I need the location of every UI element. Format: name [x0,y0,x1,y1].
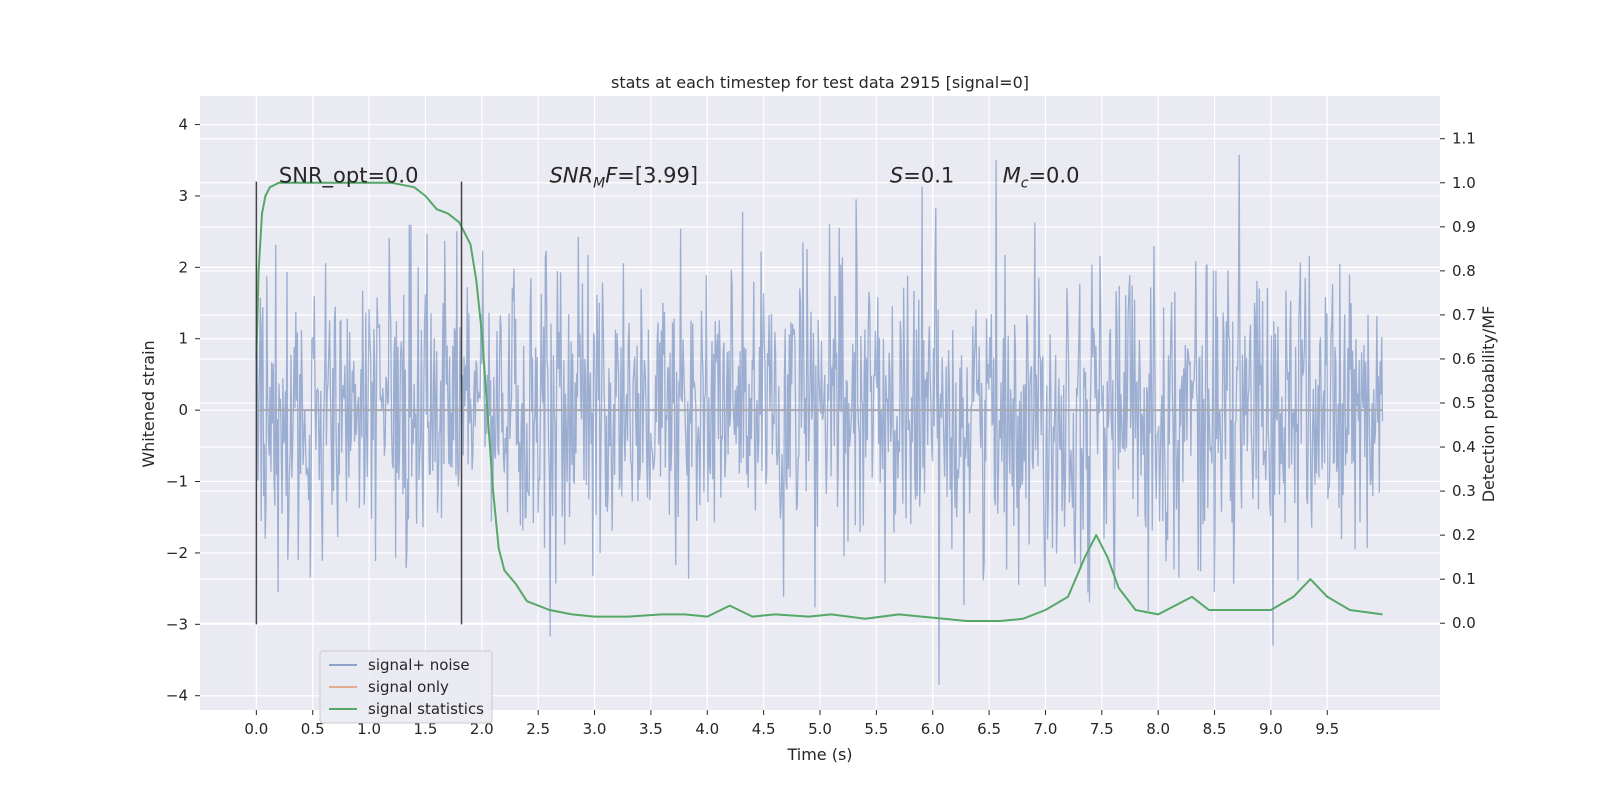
x-tick-label: 6.0 [921,720,945,738]
y2-tick-label: 0.8 [1452,262,1476,280]
y2-tick-label: 0.1 [1452,570,1476,588]
x-tick-label: 6.5 [977,720,1001,738]
tick-layer: 0.0 0.5 1.0 1.5 2.0 2.5 3.0 3.5 4.0 4.5 5.0 5.5 6.0 6… [166,116,1476,738]
annotation-layer: SNR_opt=0.0 SNRMF=[3.99] S=0.1 Mc=0.0 [279,164,1080,192]
legend-label: signal+ noise [368,656,470,674]
y-tick-label: −4 [166,687,188,705]
x-tick-label: 2.0 [470,720,494,738]
annotation-0: SNR_opt=0.0 [279,164,419,189]
chart-title: stats at each timestep for test data 291… [611,73,1029,92]
x-tick-label: 2.5 [526,720,550,738]
x-axis-label: Time (s) [786,745,852,764]
x-tick-label: 9.0 [1259,720,1283,738]
x-tick-label: 5.5 [864,720,888,738]
y2-tick-label: 0.9 [1452,218,1476,236]
y2-tick-label: 0.4 [1452,438,1476,456]
legend: signal+ noise signal only signal statistic… [319,650,493,724]
legend-label: signal statistics [368,700,484,718]
signal-noise-series [255,154,1384,685]
y-tick-label: 1 [178,330,188,348]
y-axis-label: Whitened strain [139,340,158,467]
y-tick-label: 0 [178,401,188,419]
annotation-1: SNRMF=[3.99] [549,164,698,192]
signal-statistics-line [255,181,1383,622]
x-tick-label: 3.0 [583,720,607,738]
y-tick-label: −3 [166,615,188,633]
x-tick-label: 7.0 [1034,720,1058,738]
annotation-3: Mc=0.0 [1003,164,1080,192]
y2-tick-label: 0.0 [1452,614,1476,632]
x-tick-label: 8.0 [1146,720,1170,738]
y2-tick-label: 0.6 [1452,350,1476,368]
y2-tick-label: 0.3 [1452,482,1476,500]
x-tick-label: 9.5 [1315,720,1339,738]
y2-tick-label: 0.5 [1452,394,1476,412]
x-tick-label: 3.5 [639,720,663,738]
x-tick-label: 0.5 [301,720,325,738]
y2-tick-label: 1.0 [1452,174,1476,192]
legend-label: signal only [368,678,449,696]
signal-noise-line [255,154,1384,685]
annotation-2: S=0.1 [890,164,954,188]
y2-tick-label: 0.7 [1452,306,1476,324]
x-tick-label: 1.5 [414,720,438,738]
x-tick-label: 4.0 [695,720,719,738]
y-tick-label: 4 [178,116,188,134]
legend-box [319,650,493,724]
x-tick-label: 0.0 [244,720,268,738]
y-tick-label: 3 [178,187,188,205]
y-tick-label: −2 [166,544,188,562]
vline-layer [255,181,463,625]
x-tick-label: 8.5 [1203,720,1227,738]
y2-tick-label: 1.1 [1452,130,1476,148]
x-tick-label: 5.0 [808,720,832,738]
line-layer [255,181,1383,622]
x-tick-label: 4.5 [752,720,776,738]
y2-tick-label: 0.2 [1452,526,1476,544]
y-tick-label: −1 [166,473,188,491]
y2-axis-label: Detection probability/MF [1479,306,1498,503]
y-tick-label: 2 [178,258,188,276]
x-tick-label: 7.5 [1090,720,1114,738]
x-tick-label: 1.0 [357,720,381,738]
